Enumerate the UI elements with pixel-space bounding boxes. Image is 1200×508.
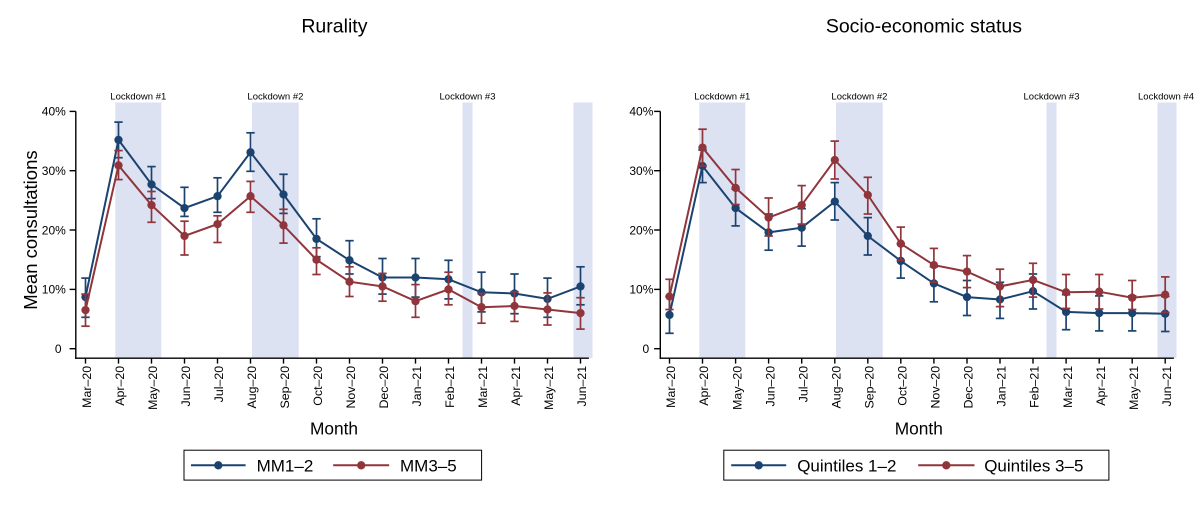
svg-text:30%: 30% — [42, 164, 66, 178]
svg-text:Feb–21: Feb–21 — [1028, 366, 1042, 408]
svg-text:Mar–20: Mar–20 — [80, 366, 94, 408]
svg-text:Lockdown #2: Lockdown #2 — [247, 91, 303, 102]
svg-text:Lockdown #4: Lockdown #4 — [1138, 91, 1194, 102]
svg-text:20%: 20% — [42, 223, 66, 237]
svg-text:Mar–21: Mar–21 — [476, 366, 490, 408]
svg-text:MM1–2: MM1–2 — [257, 456, 314, 475]
svg-text:Lockdown #3: Lockdown #3 — [440, 91, 496, 102]
svg-text:Jun–20: Jun–20 — [179, 366, 193, 407]
svg-text:40%: 40% — [629, 105, 653, 119]
svg-text:Sep–20: Sep–20 — [863, 366, 877, 409]
svg-text:Mean consultations: Mean consultations — [20, 150, 41, 309]
svg-text:10%: 10% — [629, 283, 653, 297]
svg-text:May–21: May–21 — [542, 366, 556, 410]
svg-text:Jun–21: Jun–21 — [575, 366, 589, 407]
svg-text:Mar–21: Mar–21 — [1061, 366, 1075, 408]
svg-text:Feb–21: Feb–21 — [443, 366, 457, 408]
svg-text:Lockdown #1: Lockdown #1 — [694, 91, 750, 102]
svg-text:Apr–20: Apr–20 — [113, 366, 127, 406]
svg-text:Apr–21: Apr–21 — [509, 366, 523, 406]
svg-text:40%: 40% — [42, 105, 66, 119]
svg-text:Apr–21: Apr–21 — [1094, 366, 1108, 406]
svg-text:Lockdown #3: Lockdown #3 — [1024, 91, 1080, 102]
svg-text:Nov–20: Nov–20 — [929, 366, 943, 409]
svg-text:Sep–20: Sep–20 — [278, 366, 292, 409]
svg-text:Aug–20: Aug–20 — [829, 366, 843, 409]
svg-text:May–20: May–20 — [730, 366, 744, 410]
svg-text:10%: 10% — [42, 283, 66, 297]
svg-text:30%: 30% — [629, 164, 653, 178]
svg-text:Lockdown #1: Lockdown #1 — [110, 91, 166, 102]
svg-text:Oct–20: Oct–20 — [896, 366, 910, 406]
svg-text:0: 0 — [55, 342, 62, 356]
svg-text:Aug–20: Aug–20 — [245, 366, 259, 409]
svg-text:MM3–5: MM3–5 — [400, 456, 457, 475]
svg-text:Socio-economic status: Socio-economic status — [826, 16, 1022, 38]
svg-text:Jan–21: Jan–21 — [995, 366, 1009, 407]
svg-text:Dec–20: Dec–20 — [962, 366, 976, 409]
svg-text:Jan–21: Jan–21 — [410, 366, 424, 407]
svg-text:Rurality: Rurality — [301, 16, 367, 38]
svg-text:Lockdown #2: Lockdown #2 — [831, 91, 887, 102]
svg-text:Apr–20: Apr–20 — [697, 366, 711, 406]
svg-text:Quintiles 1–2: Quintiles 1–2 — [797, 456, 896, 475]
svg-text:May–20: May–20 — [146, 366, 160, 410]
svg-text:Jul–20: Jul–20 — [212, 366, 226, 403]
svg-text:Quintiles 3–5: Quintiles 3–5 — [984, 456, 1083, 475]
svg-text:Oct–20: Oct–20 — [311, 366, 325, 406]
svg-text:20%: 20% — [629, 223, 653, 237]
svg-text:May–21: May–21 — [1127, 366, 1141, 410]
svg-text:Jun–21: Jun–21 — [1160, 366, 1174, 407]
svg-text:Jun–20: Jun–20 — [763, 366, 777, 407]
svg-text:0: 0 — [643, 342, 650, 356]
svg-text:Jul–20: Jul–20 — [796, 366, 810, 403]
svg-text:Month: Month — [310, 419, 358, 439]
svg-text:Dec–20: Dec–20 — [377, 366, 391, 409]
svg-text:Month: Month — [895, 419, 943, 439]
svg-text:Nov–20: Nov–20 — [344, 366, 358, 409]
svg-text:Mar–20: Mar–20 — [664, 366, 678, 408]
